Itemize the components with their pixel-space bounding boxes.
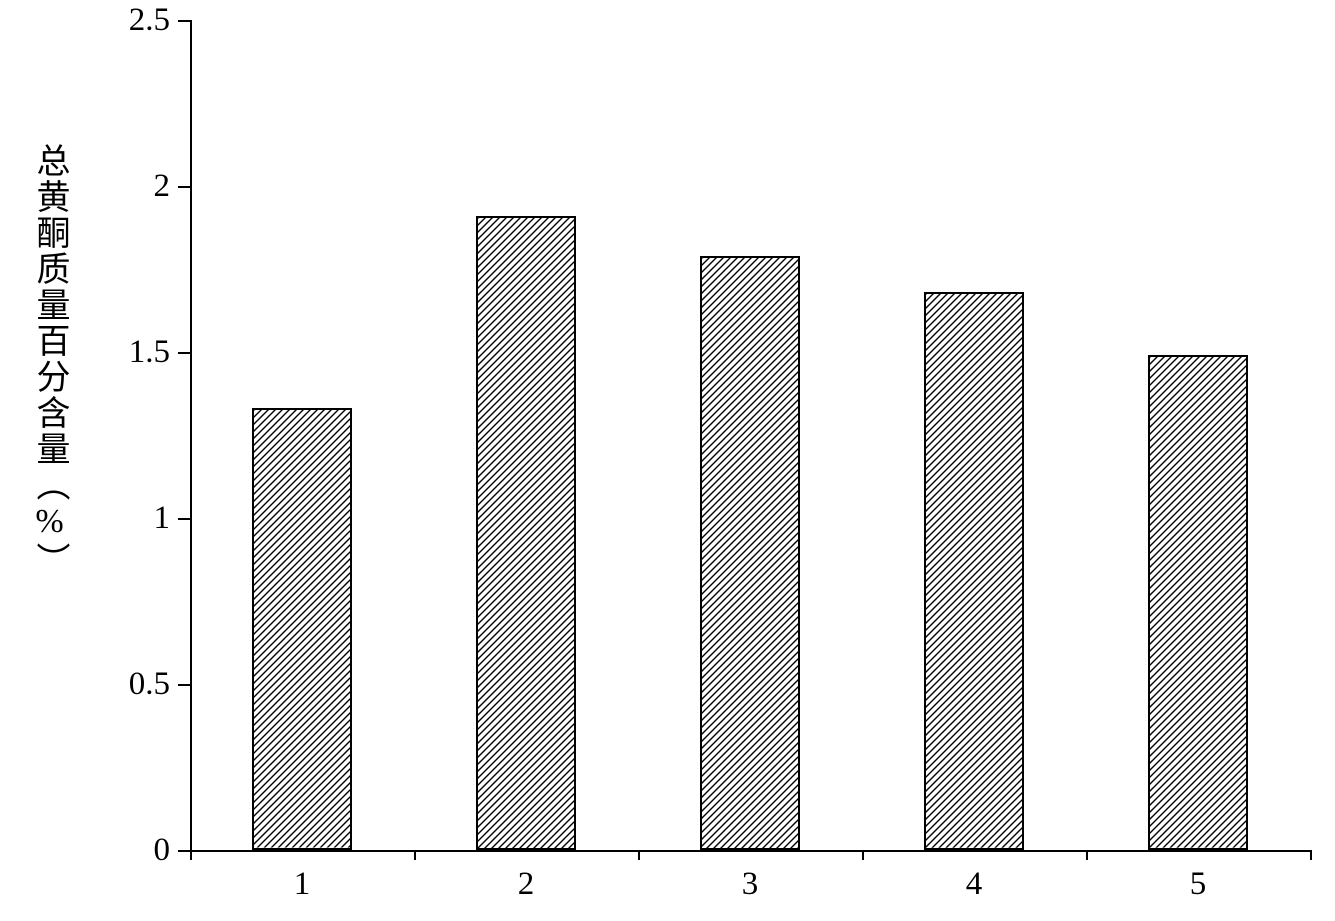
y-tick-label: 1.5 [80, 334, 170, 371]
x-tick [638, 850, 640, 860]
y-tick-label: 2 [80, 168, 170, 205]
bar [476, 216, 577, 850]
y-tick [178, 684, 190, 686]
bar [700, 256, 801, 850]
x-tick [414, 850, 416, 860]
x-tick-label: 2 [486, 866, 566, 903]
y-tick [178, 352, 190, 354]
y-tick-label: 2.5 [80, 2, 170, 39]
bar-chart: 总黄酮质量百分含量（%） 0 0.5 1 1.5 2 2.5 1 2 3 4 5 [0, 0, 1335, 921]
x-axis [190, 850, 1310, 852]
y-tick-label: 0.5 [80, 666, 170, 703]
y-tick-label: 1 [80, 500, 170, 537]
x-tick-label: 1 [262, 866, 342, 903]
y-axis-title: 总黄酮质量百分含量（%） [25, 40, 74, 680]
x-tick [1086, 850, 1088, 860]
bar [1148, 355, 1249, 850]
y-tick [178, 186, 190, 188]
y-tick-label: 0 [80, 832, 170, 869]
x-tick-label: 3 [710, 866, 790, 903]
y-axis [190, 20, 192, 850]
bar [252, 408, 353, 850]
y-tick [178, 518, 190, 520]
bar [924, 292, 1025, 850]
x-tick [1310, 850, 1312, 860]
x-tick-label: 5 [1158, 866, 1238, 903]
x-tick [190, 850, 192, 860]
x-tick-label: 4 [934, 866, 1014, 903]
y-tick [178, 20, 190, 22]
x-tick [862, 850, 864, 860]
y-tick [178, 850, 190, 852]
